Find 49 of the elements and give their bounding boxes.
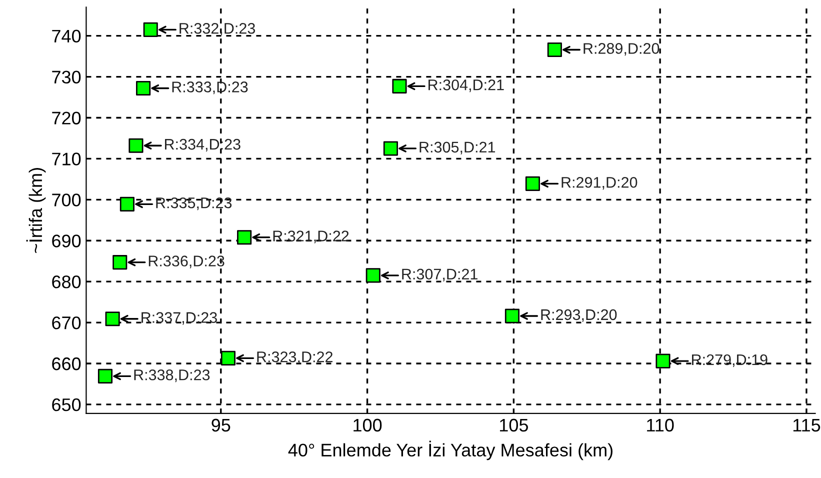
annotation: R:338,D:23 bbox=[134, 369, 210, 382]
x-tick-label: 105 bbox=[500, 418, 528, 432]
point bbox=[220, 350, 236, 366]
y-tick-label: 740 bbox=[52, 30, 81, 43]
annotation: R:334,D:23 bbox=[165, 138, 240, 152]
point bbox=[656, 354, 670, 368]
point bbox=[383, 141, 398, 156]
annotation: R:279,D:19 bbox=[692, 354, 768, 367]
x-axis-title: 40° Enlemde Yer İzi Yatay Mesafesi (km) bbox=[288, 440, 612, 460]
y-tick-label: 680 bbox=[52, 276, 81, 288]
y-tick-label: 660 bbox=[52, 357, 81, 370]
point bbox=[237, 230, 252, 245]
point bbox=[98, 368, 113, 384]
point bbox=[504, 308, 520, 324]
annotation: R:337,D:23 bbox=[142, 312, 217, 325]
annotation: R:335,D:23 bbox=[156, 197, 232, 210]
annotation: R:293,D:20 bbox=[541, 309, 617, 322]
y-tick-label: 730 bbox=[52, 70, 81, 84]
point bbox=[143, 22, 158, 37]
y-axis-title: ~İrtifa (km) bbox=[26, 168, 46, 253]
point bbox=[366, 268, 380, 283]
point bbox=[105, 312, 120, 326]
point bbox=[547, 42, 562, 58]
y-tick-label: 650 bbox=[52, 398, 81, 412]
annotation: R:323,D:22 bbox=[257, 351, 333, 364]
annotation: R:304,D:21 bbox=[428, 80, 504, 92]
point bbox=[112, 255, 128, 270]
annotation: R:332,D:23 bbox=[180, 22, 256, 36]
point bbox=[392, 78, 407, 94]
x-tick-label: 95 bbox=[212, 418, 230, 432]
annotation: R:305,D:21 bbox=[420, 142, 496, 154]
y-tick-label: 700 bbox=[52, 194, 81, 206]
annotation: R:307,D:21 bbox=[402, 268, 478, 282]
annotation: R:336,D:23 bbox=[148, 256, 224, 268]
annotation: R:321,D:22 bbox=[273, 230, 349, 244]
y-tick-label: 690 bbox=[52, 234, 81, 248]
x-tick-label: 100 bbox=[354, 418, 382, 432]
x-tick-label: 115 bbox=[793, 418, 820, 432]
x-tick-label: 110 bbox=[647, 418, 674, 432]
point bbox=[128, 138, 144, 153]
y-tick-label: 670 bbox=[52, 316, 81, 330]
y-tick-label: 710 bbox=[52, 152, 81, 166]
point bbox=[525, 176, 540, 191]
annotation: R:291,D:20 bbox=[562, 176, 638, 190]
annotation: R:289,D:20 bbox=[584, 43, 660, 56]
y-tick-label: 720 bbox=[52, 112, 81, 124]
point bbox=[136, 80, 151, 96]
annotation: R:333,D:23 bbox=[172, 82, 248, 94]
point bbox=[120, 196, 134, 212]
